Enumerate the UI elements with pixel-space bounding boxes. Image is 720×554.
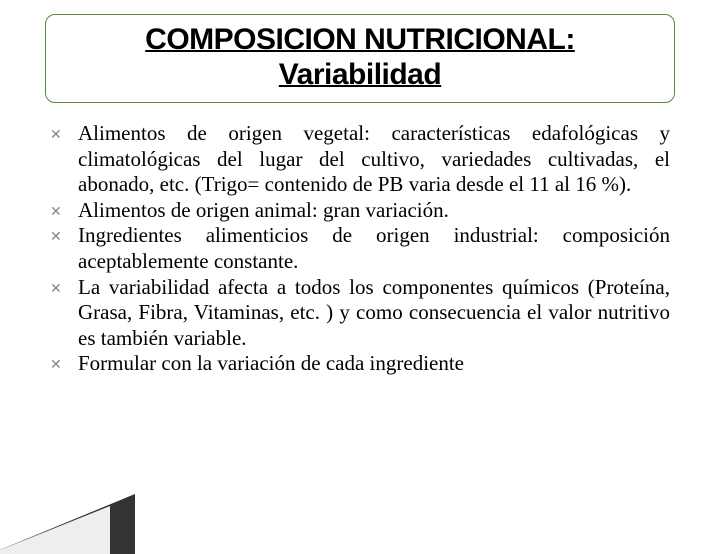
list-item: ✕ Alimentos de origen vegetal: caracterí… — [50, 121, 670, 198]
bullet-text: Alimentos de origen animal: gran variaci… — [78, 198, 670, 224]
bullet-text: La variabilidad afecta a todos los compo… — [78, 275, 670, 352]
bullet-text: Formular con la variación de cada ingred… — [78, 351, 670, 377]
list-item: ✕ La variabilidad afecta a todos los com… — [50, 275, 670, 352]
content-area: ✕ Alimentos de origen vegetal: caracterí… — [50, 121, 670, 377]
list-item: ✕ Alimentos de origen animal: gran varia… — [50, 198, 670, 224]
title-line-2: Variabilidad — [56, 58, 664, 93]
bullet-icon: ✕ — [50, 351, 78, 374]
bullet-icon: ✕ — [50, 198, 78, 221]
corner-decoration — [0, 494, 135, 554]
bullet-text: Alimentos de origen vegetal: característ… — [78, 121, 670, 198]
title-line-1: COMPOSICION NUTRICIONAL: — [56, 23, 664, 58]
bullet-icon: ✕ — [50, 275, 78, 298]
list-item: ✕ Ingredientes alimenticios de origen in… — [50, 223, 670, 274]
bullet-icon: ✕ — [50, 121, 78, 144]
bullet-text: Ingredientes alimenticios de origen indu… — [78, 223, 670, 274]
list-item: ✕ Formular con la variación de cada ingr… — [50, 351, 670, 377]
title-box: COMPOSICION NUTRICIONAL: Variabilidad — [45, 14, 675, 103]
bullet-list: ✕ Alimentos de origen vegetal: caracterí… — [50, 121, 670, 377]
bullet-icon: ✕ — [50, 223, 78, 246]
